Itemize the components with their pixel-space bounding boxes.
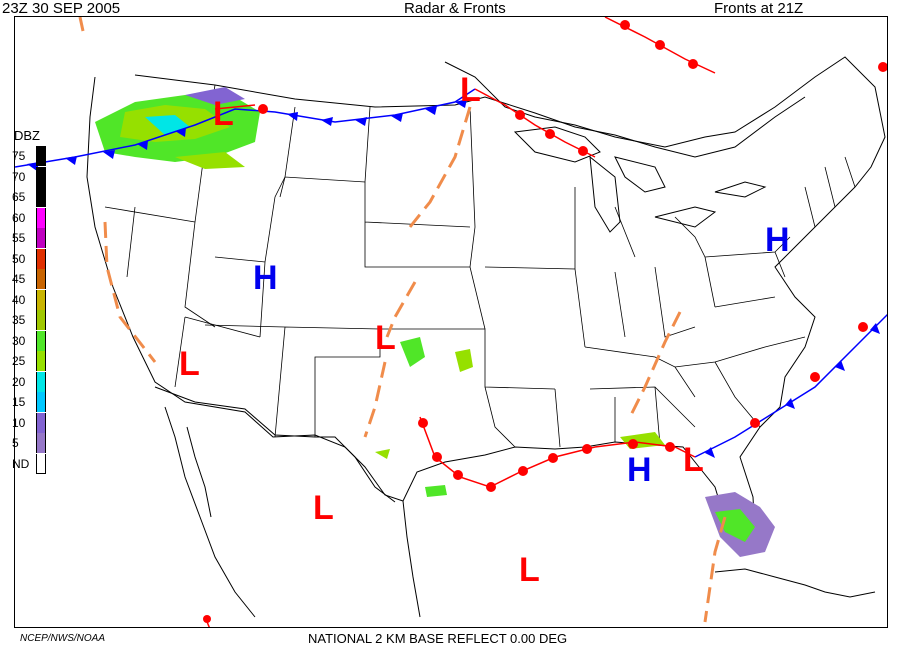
map-panel: L L L L L L L H H H: [14, 16, 888, 628]
cuba-coast: [714, 568, 876, 598]
legend-title: DBZ: [14, 128, 40, 143]
legend-swatch: [36, 453, 46, 474]
legend-swatch: [36, 207, 46, 228]
product-title: Radar & Fronts: [404, 0, 506, 17]
low-pressure-center: L: [313, 489, 334, 527]
legend-label: 65: [12, 190, 26, 204]
state-boundaries: [104, 84, 856, 448]
legend-row: 10: [12, 412, 50, 433]
high-pressure-center: H: [253, 259, 278, 297]
legend-swatch: [36, 269, 46, 289]
legend-row: ND: [12, 453, 50, 474]
legend-label: 20: [12, 374, 26, 389]
legend-label: 35: [12, 313, 26, 327]
legend-label: 10: [12, 415, 26, 430]
warm-fronts: [203, 17, 887, 627]
legend-label: 70: [12, 169, 26, 184]
legend-swatch: [36, 412, 46, 433]
low-pressure-center: L: [375, 319, 396, 357]
legend-swatch: [36, 166, 46, 187]
legend-swatch: [36, 187, 46, 207]
low-pressure-center: L: [460, 71, 481, 109]
legend-swatch: [36, 392, 46, 412]
legend-swatch: [36, 289, 46, 310]
legend-row: 60: [12, 207, 50, 228]
high-pressure-center: H: [627, 451, 652, 489]
legend-swatch: [36, 351, 46, 371]
radar-echoes: [95, 87, 775, 557]
low-pressure-center: L: [683, 441, 704, 479]
legend-label: 40: [12, 292, 26, 307]
legend-label: 45: [12, 272, 26, 286]
product-description: NATIONAL 2 KM BASE REFLECT 0.00 DEG: [308, 631, 568, 646]
legend-row: 5: [12, 433, 50, 453]
legend-row: 15: [12, 392, 50, 412]
low-pressure-center: L: [519, 551, 540, 589]
fronts-time-label: Fronts at 21Z: [714, 0, 804, 17]
legend-row: 50: [12, 248, 50, 269]
legend-swatch: [36, 228, 46, 248]
legend-label: 55: [12, 231, 26, 245]
legend-row: 25: [12, 351, 50, 371]
troughs: [78, 17, 727, 623]
legend-swatch: [36, 371, 46, 392]
legend-row: 65: [12, 187, 50, 207]
legend-row: 35: [12, 310, 50, 330]
legend-row: 20: [12, 371, 50, 392]
map-canvas: [15, 17, 887, 627]
legend-swatch: [36, 146, 46, 166]
legend-label: 50: [12, 251, 26, 266]
legend-label: 60: [12, 210, 26, 225]
legend-label: ND: [12, 456, 30, 471]
legend-swatch: [36, 310, 46, 330]
legend-label: 5: [12, 436, 19, 450]
mexico-border: [154, 386, 396, 503]
legend-label: 15: [12, 395, 26, 409]
high-pressure-center: H: [765, 221, 790, 259]
mexico-coast: [164, 406, 421, 618]
legend-row: 75: [12, 146, 50, 166]
legend-row: 30: [12, 330, 50, 351]
low-pressure-center: L: [179, 345, 200, 383]
legend-swatch: [36, 433, 46, 453]
low-pressure-center: L: [213, 95, 234, 133]
legend-label: 25: [12, 354, 26, 368]
great-lakes: [513, 126, 767, 233]
cold-fronts: [15, 88, 887, 458]
valid-time-label: 23Z 30 SEP 2005: [2, 0, 121, 17]
canada-border: [134, 74, 806, 158]
legend-row: 55: [12, 228, 50, 248]
legend-swatch: [36, 330, 46, 351]
legend-label: 30: [12, 333, 26, 348]
legend-row: 70: [12, 166, 50, 187]
legend-row: 45: [12, 269, 50, 289]
legend-label: 75: [12, 149, 26, 163]
legend-swatch: [36, 248, 46, 269]
source-credit: NCEP/NWS/NOAA: [20, 633, 106, 644]
legend-row: 40: [12, 289, 50, 310]
